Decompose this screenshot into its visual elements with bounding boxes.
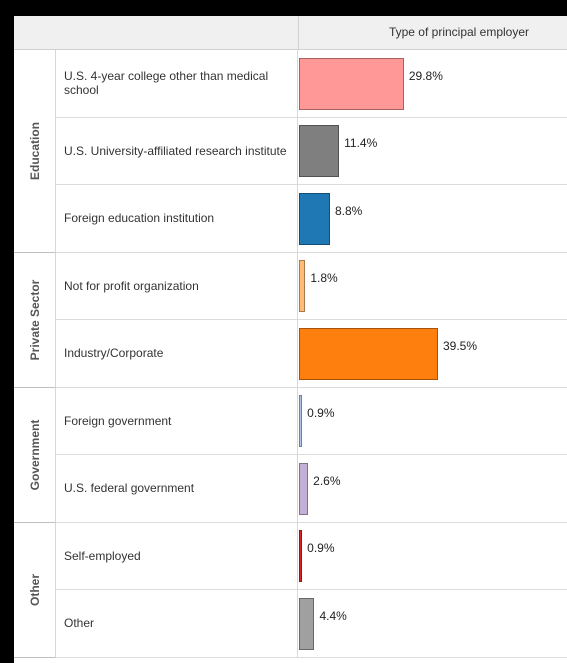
bar-cell: 4.4% bbox=[298, 590, 567, 658]
bar-cell: 39.5% bbox=[298, 320, 567, 388]
bar-u-s-4-year-college-other-than-medical-school[interactable] bbox=[299, 57, 404, 110]
bar-self-employed[interactable] bbox=[299, 530, 303, 583]
group-private-sector: Private Sector bbox=[14, 252, 56, 388]
group-government: Government bbox=[14, 387, 56, 523]
bar-industry-corporate[interactable] bbox=[299, 327, 438, 380]
chart-title: Type of principal employer bbox=[388, 25, 530, 39]
bar-value-label: 4.4% bbox=[319, 608, 347, 623]
bar-foreign-education-institution[interactable] bbox=[299, 192, 330, 245]
bar-u-s-university-affiliated-research-institute[interactable] bbox=[299, 125, 340, 178]
group-label: Other bbox=[27, 573, 42, 606]
group-label: Government bbox=[27, 419, 42, 490]
category-label: Other bbox=[56, 590, 298, 658]
bar-value-label: 11.4% bbox=[344, 136, 378, 151]
bar-cell: 0.9% bbox=[298, 388, 567, 455]
category-label: Self-employed bbox=[56, 522, 298, 590]
bar-value-label: 8.8% bbox=[334, 203, 363, 218]
bar-cell: 29.8% bbox=[298, 50, 567, 118]
table-header: Type of principal employer bbox=[14, 16, 567, 50]
group-label: Private Sector bbox=[27, 279, 42, 360]
category-label: U.S. University-affiliated research inst… bbox=[56, 117, 298, 185]
bar-value-label: 29.8% bbox=[408, 68, 443, 83]
bar-value-label: 0.9% bbox=[307, 541, 335, 556]
header-blank-cell bbox=[14, 16, 299, 49]
bar-u-s-federal-government[interactable] bbox=[299, 462, 309, 515]
bar-value-label: 0.9% bbox=[307, 406, 335, 421]
category-label: Not for profit organization bbox=[56, 252, 298, 320]
bar-cell: 0.9% bbox=[298, 523, 567, 590]
category-label: Industry/Corporate bbox=[56, 320, 298, 388]
group-other: Other bbox=[14, 522, 56, 658]
category-label: U.S. 4-year college other than medical s… bbox=[56, 50, 298, 118]
bar-cell: 2.6% bbox=[298, 455, 567, 523]
group-label: Education bbox=[27, 121, 42, 180]
category-label: U.S. federal government bbox=[56, 455, 298, 523]
group-education: Education bbox=[14, 50, 56, 253]
bar-not-for-profit-organization[interactable] bbox=[299, 260, 306, 313]
bar-cell: 1.8% bbox=[298, 253, 567, 320]
category-label: Foreign education institution bbox=[56, 185, 298, 253]
bar-value-label: 1.8% bbox=[310, 271, 338, 286]
bar-cell: 8.8% bbox=[298, 185, 567, 253]
bar-value-label: 39.5% bbox=[443, 338, 478, 353]
bar-value-label: 2.6% bbox=[313, 473, 341, 488]
bar-other[interactable] bbox=[299, 597, 315, 650]
category-label: Foreign government bbox=[56, 387, 298, 455]
bar-foreign-government[interactable] bbox=[299, 395, 303, 448]
chart-frame: Type of principal employer Education U.S.… bbox=[14, 16, 567, 663]
bar-cell: 11.4% bbox=[298, 118, 567, 185]
